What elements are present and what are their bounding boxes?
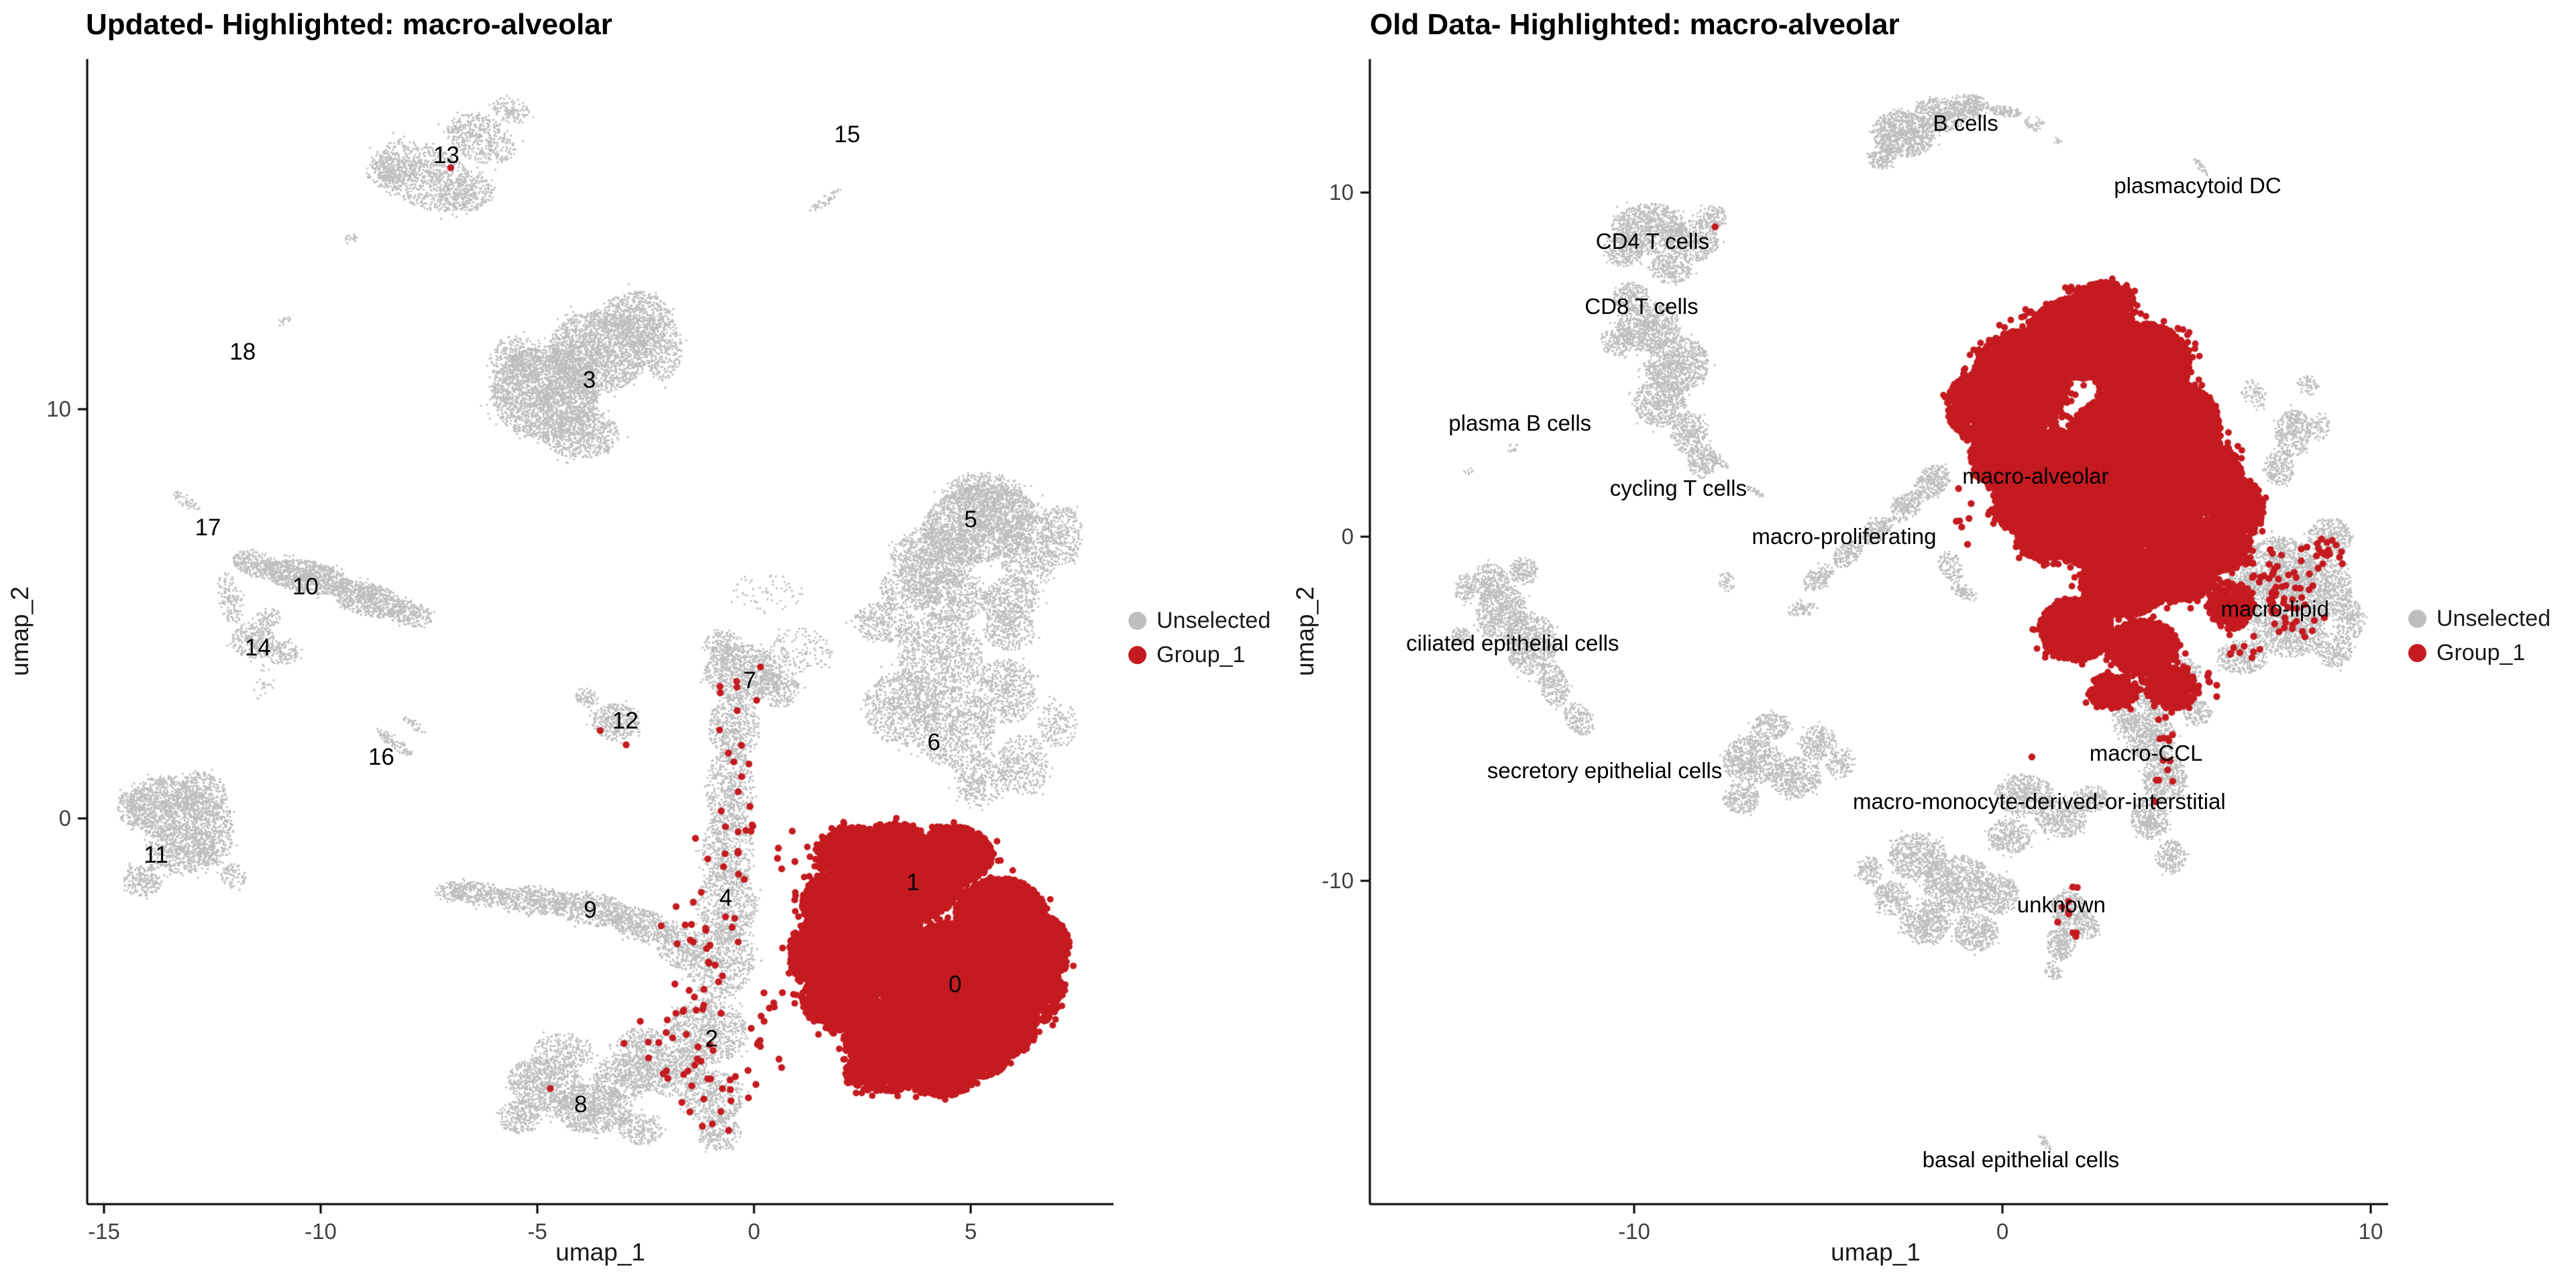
right-x-axis-title: umap_1 [1831, 1238, 1921, 1266]
cluster-label-plasmacytoid-dc: plasmacytoid DC [2114, 172, 2282, 198]
unselected-swatch-icon [2408, 610, 2426, 628]
right-y-axis-title: umap_2 [1291, 586, 1319, 676]
cluster-label-14: 14 [244, 635, 271, 661]
legend-item-group-1: Group_1 [2408, 640, 2551, 666]
cluster-label-10: 10 [292, 574, 319, 600]
cluster-label-1: 1 [906, 869, 920, 896]
right-panel-title: Old Data- Highlighted: macro-alveolar [1370, 8, 1900, 41]
y-tick-label: 10 [1329, 180, 1354, 205]
left-legend: Unselected Group_1 [1128, 608, 1271, 668]
x-tick-label: 5 [964, 1219, 977, 1244]
x-tick-label: 10 [2358, 1219, 2383, 1244]
cluster-label-13: 13 [433, 142, 460, 168]
cluster-label-16: 16 [368, 743, 394, 770]
cluster-label-unknown: unknown [2017, 892, 2106, 917]
y-tick-label: 0 [1341, 524, 1354, 549]
y-tick-label: 10 [46, 396, 71, 421]
y-tick-label: 0 [58, 806, 71, 830]
group-1-swatch-icon [1128, 646, 1146, 664]
cluster-label-0: 0 [949, 971, 962, 998]
y-tick-label: -10 [1322, 868, 1354, 893]
x-tick-label: 0 [1996, 1219, 2009, 1244]
legend-item-unselected: Unselected [2408, 606, 2551, 632]
cluster-label-17: 17 [195, 514, 221, 541]
group-1-swatch-icon [2408, 644, 2426, 662]
cluster-label-macro-ccl: macro-CCL [2089, 741, 2203, 766]
left-y-axis-title: umap_2 [6, 586, 34, 676]
cluster-label-6: 6 [927, 729, 941, 756]
cluster-label-cd4-t-cells: CD4 T cells [1595, 228, 1710, 254]
legend-label: Group_1 [2436, 640, 2526, 665]
cluster-label-macro-proliferating: macro-proliferating [1752, 524, 1937, 549]
legend-item-group-1: Group_1 [1128, 642, 1271, 668]
cluster-label-3: 3 [582, 367, 596, 394]
cluster-label-8: 8 [574, 1091, 588, 1118]
cluster-label-18: 18 [229, 338, 256, 365]
cluster-label-7: 7 [743, 667, 757, 694]
legend-label: Unselected [2436, 606, 2551, 631]
legend-item-unselected: Unselected [1128, 608, 1271, 634]
legend-label: Group_1 [1157, 642, 1246, 667]
cluster-label-cd8-t-cells: CD8 T cells [1585, 294, 1699, 319]
cluster-label-b-cells: B cells [1933, 111, 1998, 136]
x-tick-label: -15 [88, 1219, 120, 1244]
cluster-label-cycling-t-cells: cycling T cells [1609, 476, 1747, 501]
x-tick-label: -5 [527, 1219, 547, 1244]
cluster-label-basal-epithelial-cells: basal epithelial cells [1922, 1146, 2120, 1172]
x-tick-label: -10 [305, 1219, 337, 1244]
left-panel-title: Updated- Highlighted: macro-alveolar [86, 8, 612, 41]
cluster-label-9: 9 [584, 897, 597, 924]
cluster-label-ciliated-epithelial-cells: ciliated epithelial cells [1406, 631, 1619, 656]
cluster-label-4: 4 [719, 884, 733, 911]
right-legend: Unselected Group_1 [2408, 606, 2551, 666]
cluster-label-macro-monocyte-derived-or-interstitial: macro-monocyte-derived-or-interstitial [1853, 789, 2226, 814]
x-tick-label: 0 [747, 1219, 761, 1244]
unselected-swatch-icon [1128, 612, 1146, 630]
cluster-label-plasma-b-cells: plasma B cells [1448, 410, 1592, 435]
cluster-label-secretory-epithelial-cells: secretory epithelial cells [1487, 757, 1723, 783]
cluster-label-5: 5 [964, 506, 977, 533]
x-tick-label: -10 [1618, 1219, 1650, 1244]
cluster-label-macro-alveolar: macro-alveolar [1962, 464, 2109, 489]
cluster-label-11: 11 [144, 841, 168, 868]
cluster-label-macro-lipid: macro-lipid [2220, 596, 2329, 621]
cluster-label-12: 12 [612, 707, 639, 734]
cluster-label-15: 15 [834, 121, 861, 148]
cluster-label-2: 2 [704, 1025, 718, 1052]
legend-label: Unselected [1157, 608, 1271, 633]
left-x-axis-title: umap_1 [555, 1238, 645, 1266]
